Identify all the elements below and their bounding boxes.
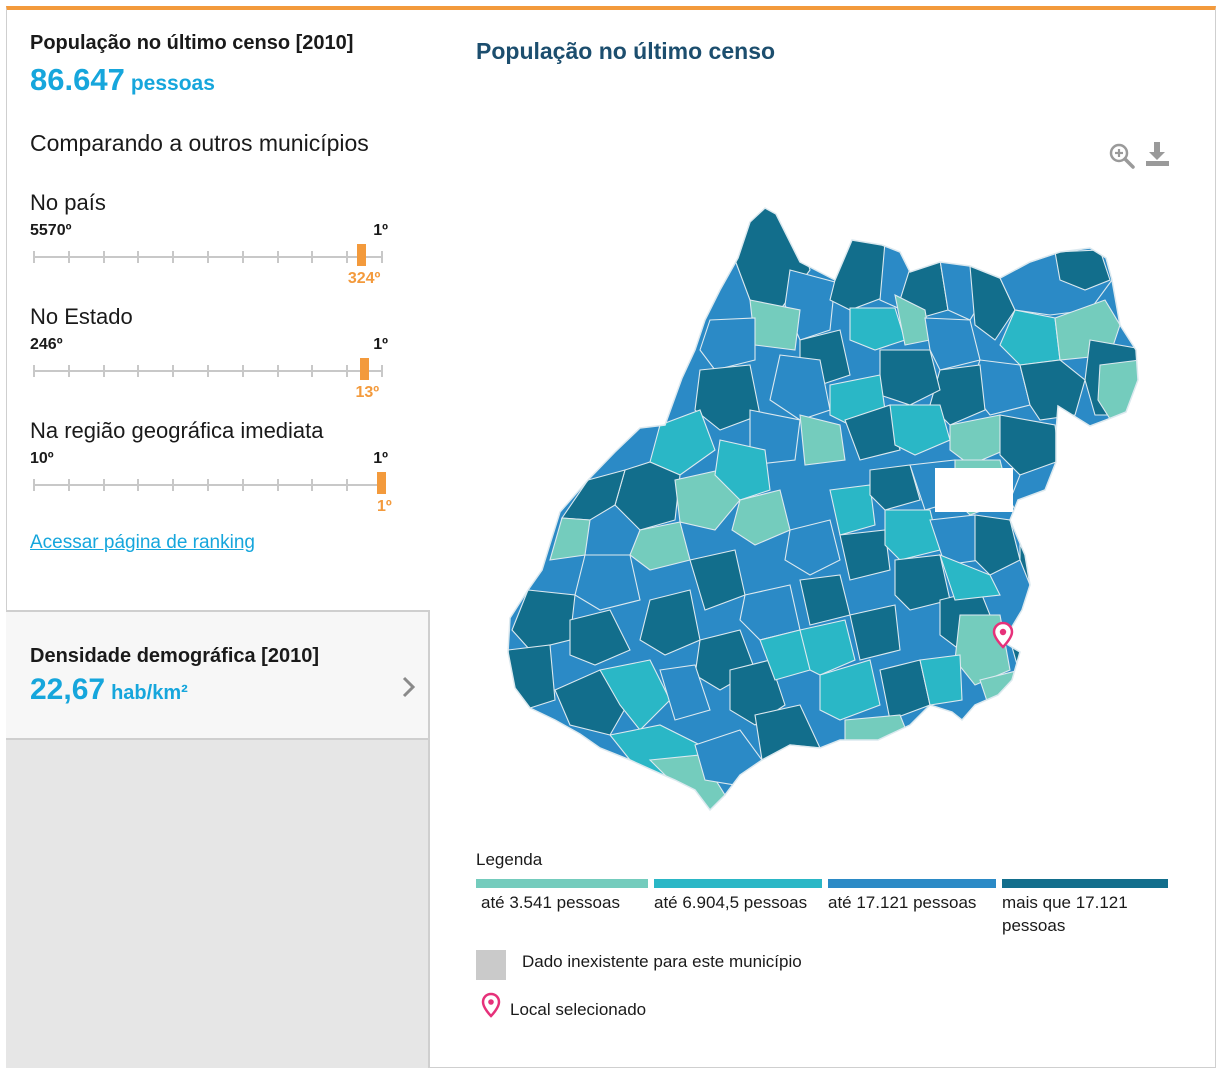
population-value: 86.647 pessoas	[30, 62, 215, 98]
zoom-in-icon[interactable]	[1108, 142, 1136, 170]
ranking-tick	[102, 365, 105, 377]
vertical-divider	[428, 612, 430, 1068]
density-card[interactable]	[6, 612, 430, 738]
legend-bar	[476, 879, 648, 888]
divider	[6, 610, 430, 612]
ranking-tick	[67, 479, 70, 491]
selected-location-label: Local selecionado	[510, 1000, 647, 1019]
ranking-tick	[172, 251, 175, 263]
density-value: 22,67 hab/km²	[30, 673, 188, 707]
ranking-tick	[346, 479, 349, 491]
ranking-tick	[276, 365, 279, 377]
ranking-tick	[346, 365, 349, 377]
ranking-tick	[276, 251, 279, 263]
ranking-marker	[356, 244, 366, 266]
ranking-track	[33, 244, 383, 266]
map-title: População no último censo	[476, 38, 776, 64]
ranking-max: 1º	[373, 222, 388, 239]
location-pin-icon	[481, 992, 501, 1018]
missing-data-swatch	[476, 950, 506, 980]
ranking-tick	[311, 365, 314, 377]
ranking-tick	[67, 365, 70, 377]
population-title: População no último censo [2010]	[30, 32, 354, 54]
ranking-region: Na região geográfica imediata 10º 1º 1º	[30, 418, 410, 518]
ranking-page-link[interactable]: Acessar página de ranking	[30, 532, 255, 553]
ranking-tick	[241, 479, 244, 491]
ranking-tick	[102, 251, 105, 263]
selected-location-pin-icon[interactable]	[992, 621, 1014, 649]
legend-title: Legenda	[476, 850, 543, 869]
ranking-tick	[311, 251, 314, 263]
density-title: Densidade demográfica [2010]	[30, 645, 319, 667]
missing-data-label: Dado inexistente para este município	[522, 952, 802, 971]
ranking-tick	[276, 479, 279, 491]
ranking-max: 1º	[373, 336, 388, 353]
ranking-label: No país	[30, 190, 106, 215]
legend-label: até 17.121 pessoas	[828, 893, 977, 912]
ranking-min: 10º	[30, 450, 54, 467]
ranking-state: No Estado 246º 1º 13º	[30, 304, 410, 404]
ranking-position: 13º	[355, 384, 380, 401]
ranking-position: 1º	[377, 498, 392, 515]
ranking-tick	[33, 251, 35, 263]
ranking-tick	[241, 365, 244, 377]
legend-label: até 3.541 pessoas	[481, 893, 620, 912]
compare-title: Comparando a outros municípios	[30, 130, 369, 156]
ranking-tick	[346, 251, 349, 263]
ranking-tick	[137, 251, 140, 263]
ranking-tick	[311, 479, 314, 491]
ranking-tick	[33, 365, 35, 377]
ranking-tick	[67, 251, 70, 263]
map-blank-area	[935, 468, 1013, 512]
ranking-track	[33, 358, 383, 380]
download-icon[interactable]	[1144, 140, 1172, 168]
ranking-label: No Estado	[30, 304, 133, 329]
ranking-min: 5570º	[30, 222, 72, 239]
legend-label: mais que 17.121 pessoas	[1002, 893, 1128, 935]
legend-bar	[828, 879, 996, 888]
ranking-tick	[207, 251, 209, 263]
ranking-tick	[137, 365, 140, 377]
legend-bar	[654, 879, 822, 888]
ranking-marker	[377, 472, 386, 494]
ranking-max: 1º	[373, 450, 388, 467]
ranking-tick	[241, 251, 244, 263]
density-number: 22,67	[30, 673, 106, 706]
ranking-tick	[207, 479, 209, 491]
divider	[6, 738, 430, 740]
ranking-label: Na região geográfica imediata	[30, 418, 324, 443]
ranking-country: No país 5570º 1º 324º	[30, 190, 410, 290]
ranking-tick	[172, 479, 175, 491]
ranking-tick	[207, 365, 209, 377]
ranking-marker	[359, 358, 369, 380]
density-unit: hab/km²	[111, 682, 188, 704]
ranking-tick	[137, 479, 140, 491]
ranking-tick	[381, 365, 383, 377]
ranking-position: 324º	[347, 270, 381, 287]
ranking-tick	[172, 365, 175, 377]
population-unit: pessoas	[130, 72, 215, 95]
legend-bar	[1002, 879, 1168, 888]
chevron-right-icon[interactable]	[396, 672, 426, 702]
ranking-min: 246º	[30, 336, 63, 353]
empty-panel	[6, 740, 430, 1068]
ranking-tick	[102, 479, 105, 491]
ranking-track	[33, 472, 386, 494]
legend-label: até 6.904,5 pessoas	[654, 893, 808, 912]
ranking-tick	[33, 479, 35, 491]
choropleth-map	[507, 207, 1139, 812]
population-number: 86.647	[30, 62, 125, 97]
ranking-tick	[381, 251, 383, 263]
